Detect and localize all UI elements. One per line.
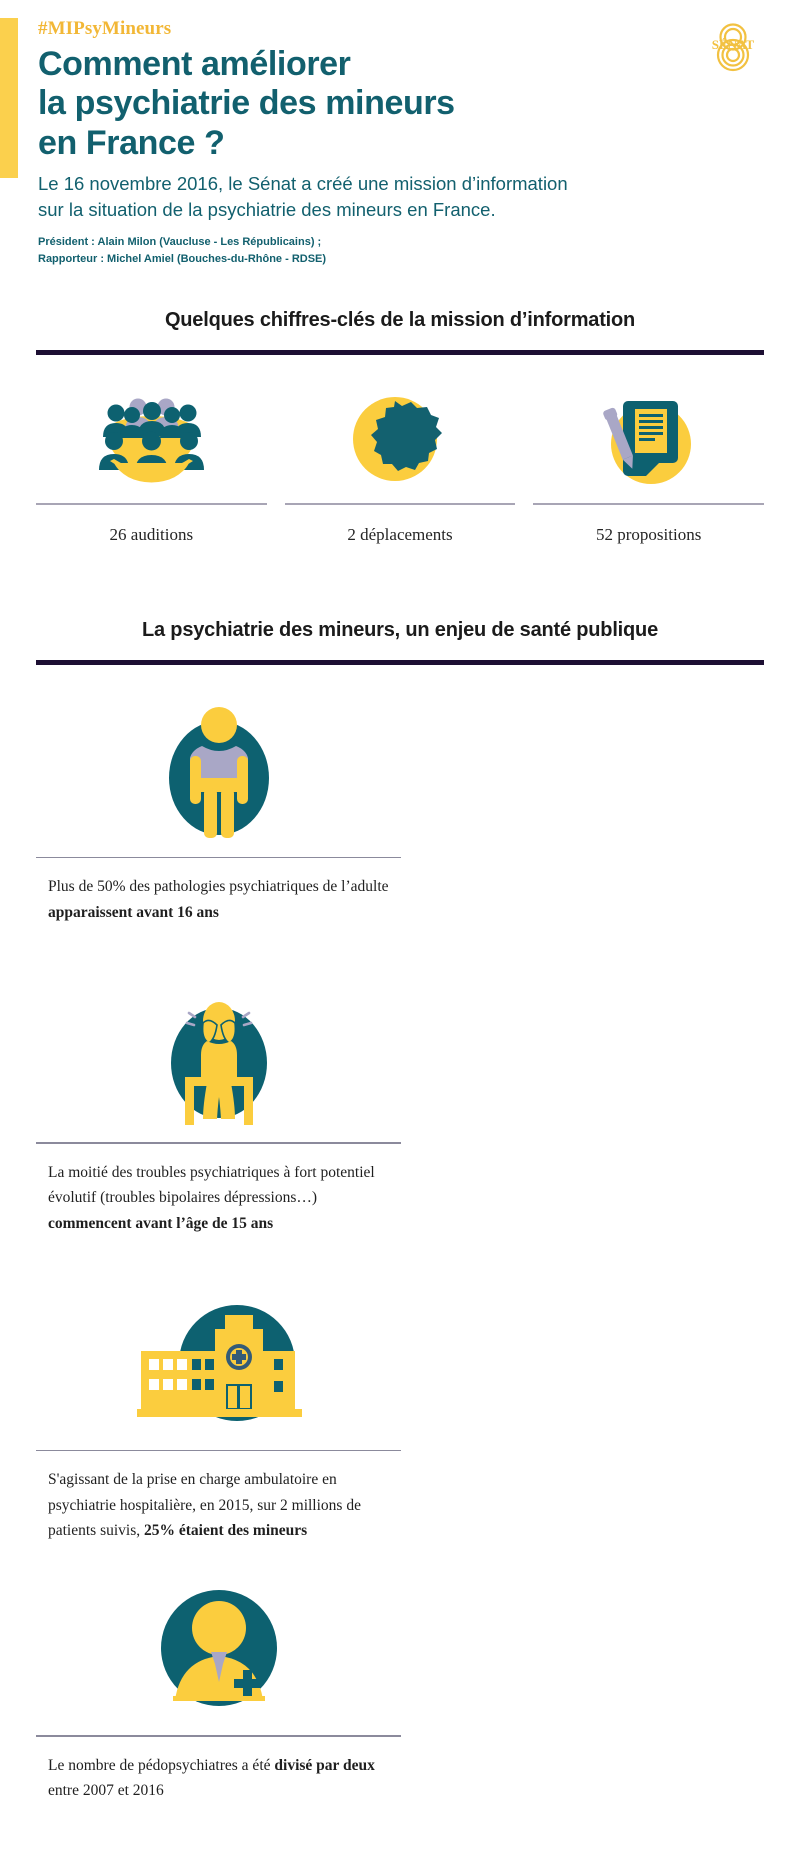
section-public-health-heading: La psychiatrie des mineurs, un enjeu de … (142, 618, 658, 641)
grid-row-spacer (36, 1264, 764, 1286)
crying-person-on-chair-icon (36, 978, 401, 1138)
health-stat-cell: La moitié des troubles psychiatriques à … (36, 978, 401, 1264)
page-title-line-3: en France ? (38, 123, 225, 162)
page-subtitle-line-1: Le 16 novembre 2016, le Sénat a créé une… (38, 173, 568, 195)
section-key-figures-heading: Quelques chiffres-clés de la mission d’i… (164, 309, 636, 332)
health-stat-cell: S'agissant de la prise en charge ambulat… (36, 1286, 401, 1572)
page-subtitle: Le 16 novembre 2016, le Sénat a créé une… (38, 171, 638, 222)
mission-credits: Président : Alain Milon (Vaucluse - Les … (38, 234, 800, 267)
key-figures-grid: 26 auditions 2 déplacements (36, 383, 765, 545)
france-map-icon (343, 383, 458, 495)
health-stat-text-2: La moitié des troubles psychiatriques à … (48, 1163, 375, 1232)
key-figure-cell: 2 déplacements (284, 383, 516, 545)
credit-president: Président : Alain Milon (Vaucluse - Les … (38, 236, 322, 249)
health-stat-divider (36, 856, 401, 859)
key-figure-cell: 52 propositions (533, 383, 765, 545)
credit-rapporteur: Rapporteur : Michel Amiel (Bouches-du-Rh… (38, 252, 327, 265)
key-figure-divider (36, 503, 267, 505)
health-stat-cell: Le nombre de pédopsychiatres a été divis… (36, 1571, 401, 1857)
section-divider-heavy (36, 659, 764, 665)
document-pen-icon (591, 383, 706, 495)
campaign-hashtag: #MIPsyMineurs (38, 18, 172, 39)
hospital-building-icon (36, 1286, 401, 1446)
header: SÉNAT #MIPsyMineurs Comment améliorer la… (0, 0, 800, 267)
key-figure-cell: 26 auditions (36, 383, 267, 545)
key-figure-label-propositions: 52 propositions (596, 524, 702, 544)
section-key-figures: Quelques chiffres-clés de la mission d’i… (0, 309, 800, 545)
health-stat-text-3: S'agissant de la prise en charge ambulat… (48, 1471, 361, 1540)
page-title: Comment améliorer la psychiatrie des min… (38, 45, 678, 163)
page-subtitle-line-2: sur la situation de la psychiatrie des m… (38, 198, 496, 220)
senat-logo-wordmark: SÉNAT (712, 37, 755, 52)
health-stat-text-1: Plus de 50% des pathologies psychiatriqu… (48, 878, 389, 921)
public-health-grid: Plus de 50% des pathologies psychiatriqu… (36, 693, 764, 1857)
standing-person-icon (36, 693, 401, 853)
key-figure-label-auditions: 26 auditions (109, 524, 194, 544)
key-figure-divider (533, 503, 765, 505)
health-stat-cell: Plus de 50% des pathologies psychiatriqu… (36, 693, 401, 979)
pedopsychiatrist-icon (36, 1571, 401, 1731)
key-figure-label-deplacements: 2 déplacements (347, 524, 453, 544)
section-public-health: La psychiatrie des mineurs, un enjeu de … (0, 619, 800, 1857)
health-stat-divider (36, 1142, 401, 1144)
yellow-accent-bar (0, 18, 18, 178)
section-divider-heavy (36, 350, 764, 356)
senat-logo: SÉNAT (702, 18, 764, 76)
health-stat-text-4: Le nombre de pédopsychiatres a été divis… (48, 1756, 375, 1800)
assembly-audience-icon (94, 383, 209, 495)
page-title-line-1: Comment améliorer (38, 44, 351, 83)
page-title-line-2: la psychiatrie des mineurs (38, 84, 455, 123)
key-figure-divider (284, 503, 516, 505)
